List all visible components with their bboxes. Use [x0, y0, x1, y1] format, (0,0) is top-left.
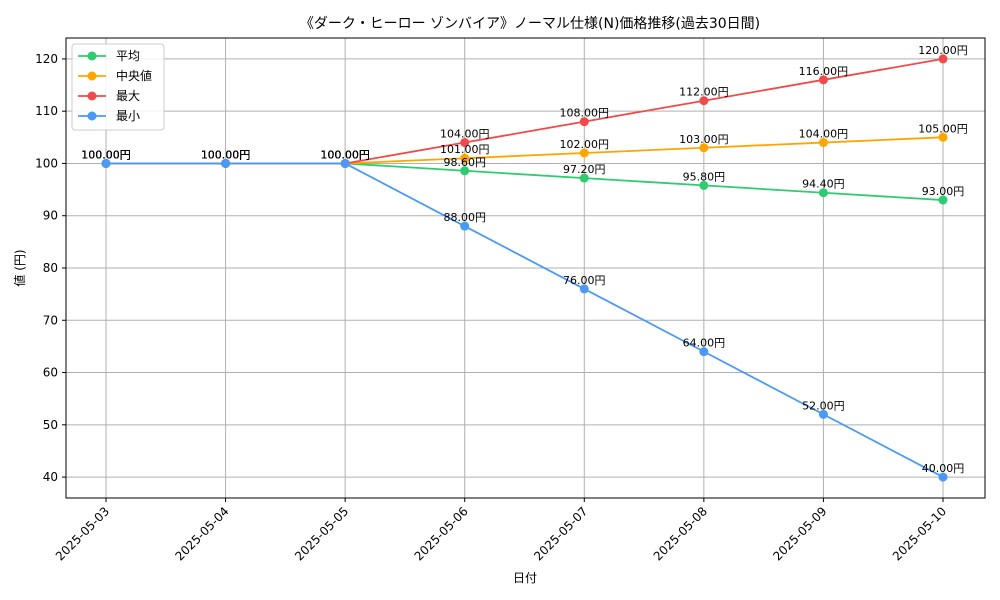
- data-label: 105.00円: [918, 122, 968, 135]
- data-label: 100.00円: [81, 148, 131, 161]
- grid: [66, 38, 985, 498]
- y-tick-label: 70: [43, 313, 58, 327]
- data-point: [579, 148, 589, 158]
- chart-title: 《ダーク・ヒーロー ゾンバイア》ノーマル仕様(N)価格推移(過去30日間): [300, 16, 760, 32]
- x-tick-label: 2025-05-06: [412, 504, 471, 563]
- data-label: 94.40円: [802, 178, 845, 191]
- legend-marker: [87, 111, 97, 121]
- legend-marker: [87, 71, 97, 81]
- legend-label: 中央値: [116, 68, 152, 83]
- data-point: [938, 132, 948, 142]
- data-label: 101.00円: [440, 143, 490, 156]
- y-tick-label: 60: [43, 366, 58, 380]
- y-axis-label: 値 (円): [12, 249, 27, 286]
- legend-box: [71, 43, 165, 131]
- x-axis-ticks: 2025-05-03 2025-05-04 2025-05-05 2025-05-06…: [53, 498, 949, 563]
- data-label: 116.00円: [799, 65, 849, 78]
- data-point: [699, 143, 709, 153]
- data-label: 76.00円: [563, 274, 606, 287]
- y-tick-label: 110: [35, 104, 58, 118]
- legend-marker: [87, 91, 97, 101]
- data-label: 64.00円: [683, 337, 726, 350]
- data-point: [699, 180, 709, 190]
- data-point: [818, 138, 828, 148]
- x-tick-label: 2025-05-10: [890, 504, 949, 563]
- legend-marker: [87, 51, 97, 61]
- data-point: [460, 166, 470, 176]
- x-tick-label: 2025-05-08: [651, 504, 710, 563]
- data-point: [818, 188, 828, 198]
- data-point: [579, 173, 589, 183]
- data-label: 100.00円: [81, 148, 131, 161]
- data-label: 108.00円: [560, 107, 610, 120]
- y-tick-label: 100: [35, 156, 58, 170]
- data-label: 104.00円: [799, 128, 849, 141]
- series-lines: [106, 58, 944, 478]
- y-tick-label: 50: [43, 418, 58, 432]
- data-label: 40.00円: [922, 462, 965, 475]
- data-label: 100.00円: [320, 148, 370, 161]
- data-label: 100.00円: [320, 148, 370, 161]
- data-point: [818, 75, 828, 85]
- y-axis-ticks: 40 50 60 70 80 90 100 110 120: [35, 52, 66, 484]
- data-point: [579, 117, 589, 127]
- legend-label: 最大: [116, 89, 140, 103]
- legend-label: 平均: [116, 49, 140, 63]
- data-point: [579, 284, 589, 294]
- data-point: [460, 221, 470, 231]
- series-line: [106, 162, 944, 478]
- data-label: 103.00円: [679, 133, 729, 146]
- data-label: 100.00円: [320, 148, 370, 161]
- data-labels: 100.00円 100.00円 100.00円 98.60円 97.20円 95.80円 9…: [81, 44, 968, 475]
- data-label: 98.60円: [443, 156, 486, 169]
- x-tick-label: 2025-05-04: [172, 504, 231, 563]
- data-label: 102.00円: [560, 138, 610, 151]
- data-point: [818, 409, 828, 419]
- data-label: 100.00円: [201, 148, 251, 161]
- data-label: 97.20円: [563, 163, 606, 176]
- x-tick-label: 2025-05-03: [53, 504, 112, 563]
- x-tick-label: 2025-05-07: [531, 504, 590, 563]
- x-tick-label: 2025-05-05: [292, 504, 351, 563]
- legend-label: 最小: [116, 109, 140, 123]
- data-label: 100.00円: [81, 148, 131, 161]
- data-label: 100.00円: [201, 148, 251, 161]
- data-point: [460, 138, 470, 148]
- data-label: 120.00円: [918, 44, 968, 57]
- y-tick-label: 40: [43, 470, 58, 484]
- data-point: [938, 195, 948, 205]
- y-tick-label: 90: [43, 209, 58, 223]
- x-tick-label: 2025-05-09: [770, 504, 829, 563]
- data-label: 95.80円: [683, 170, 726, 183]
- data-point: [699, 347, 709, 357]
- data-point: [101, 158, 111, 168]
- data-point: [221, 158, 231, 168]
- y-tick-label: 120: [35, 52, 58, 66]
- data-label: 104.00円: [440, 128, 490, 141]
- data-label: 112.00円: [679, 86, 729, 99]
- data-point: [460, 153, 470, 163]
- data-point: [699, 96, 709, 106]
- data-label: 100.00円: [201, 148, 251, 161]
- data-label: 93.00円: [922, 185, 965, 198]
- x-axis-label: 日付: [513, 571, 537, 585]
- data-point: [340, 158, 350, 168]
- data-label: 100.00円: [81, 148, 131, 161]
- data-points: [101, 54, 948, 482]
- data-label: 100.00円: [201, 148, 251, 161]
- data-point: [938, 472, 948, 482]
- data-label: 52.00円: [802, 399, 845, 412]
- data-label: 100.00円: [320, 148, 370, 161]
- y-tick-label: 80: [43, 261, 58, 275]
- data-label: 88.00円: [443, 211, 486, 224]
- data-point: [938, 54, 948, 64]
